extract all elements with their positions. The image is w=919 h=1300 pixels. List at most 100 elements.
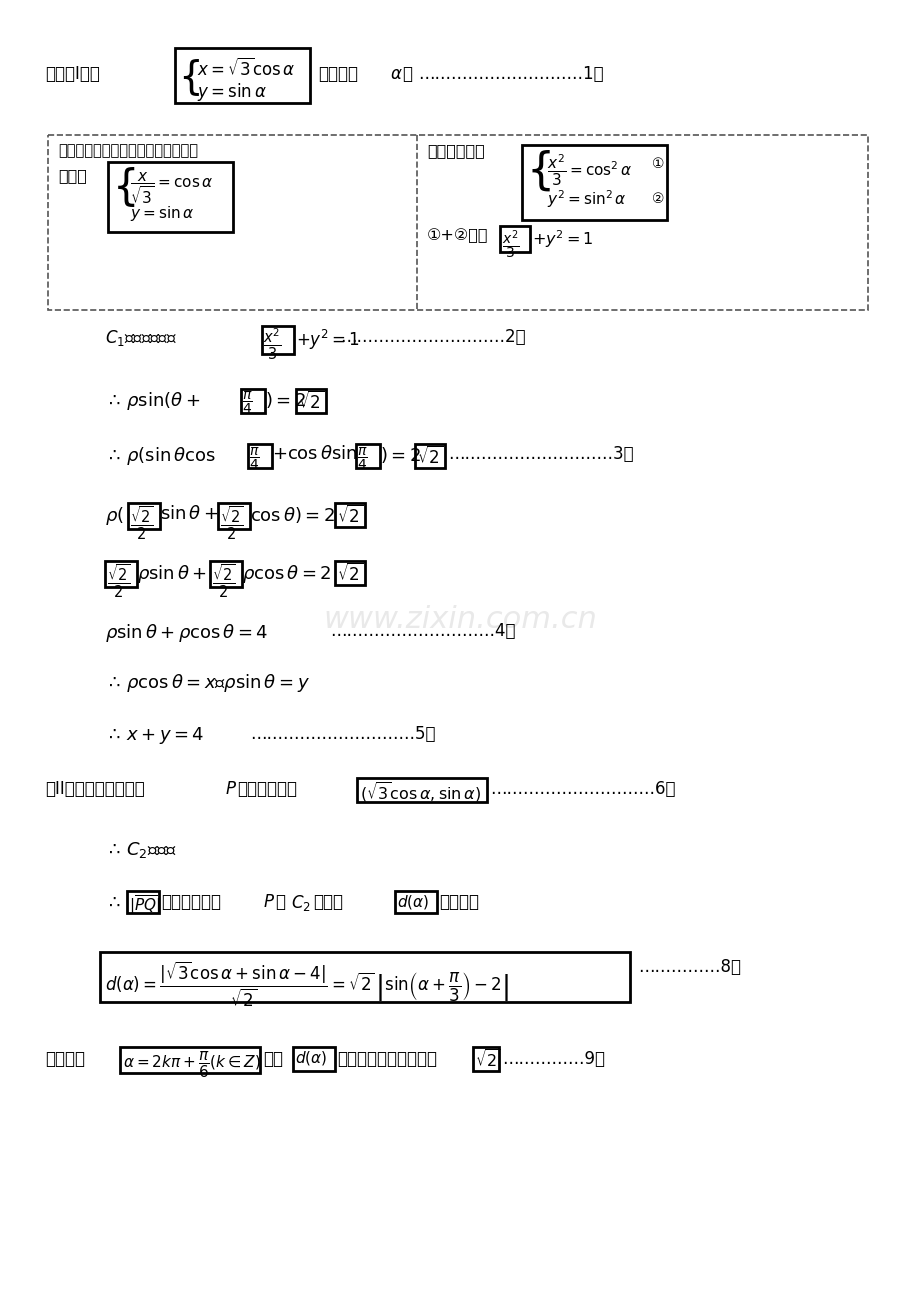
Text: $\dfrac{x}{\sqrt{3}}=\cos\alpha$: $\dfrac{x}{\sqrt{3}}=\cos\alpha$: [130, 170, 213, 205]
Bar: [499, 226, 529, 252]
Text: $\sqrt{2}$: $\sqrt{2}$: [416, 446, 443, 468]
Text: $\dfrac{x^2}{3}$: $\dfrac{x^2}{3}$: [502, 227, 519, 261]
Text: …………………………2分: …………………………2分: [340, 328, 525, 346]
Text: $\alpha=2k\pi+\dfrac{\pi}{6}(k\in Z)$: $\alpha=2k\pi+\dfrac{\pi}{6}(k\in Z)$: [123, 1050, 261, 1080]
Text: $\sin\theta+$: $\sin\theta+$: [160, 504, 218, 523]
Text: $)=2$: $)=2$: [380, 445, 420, 465]
Text: 解：（I）由: 解：（I）由: [45, 65, 100, 83]
Text: 的最小值: 的最小值: [438, 893, 479, 911]
Bar: [296, 389, 325, 413]
Bar: [48, 135, 867, 309]
Bar: [241, 389, 265, 413]
Text: 的直角坐标为: 的直角坐标为: [237, 780, 297, 798]
Bar: [356, 445, 380, 468]
Text: $\dfrac{\sqrt{2}}{2}$: $\dfrac{\sqrt{2}}{2}$: [107, 563, 130, 601]
Text: $\therefore\,x+y=4$: $\therefore\,x+y=4$: [105, 725, 204, 746]
Text: …………………………1分: …………………………1分: [417, 65, 603, 83]
Text: {: {: [113, 166, 140, 209]
Text: $y=\sin\alpha$: $y=\sin\alpha$: [197, 81, 267, 103]
Text: （II）由题意，可设点: （II）由题意，可设点: [45, 780, 144, 798]
Text: $\rho\sin\theta+\rho\cos\theta=4$: $\rho\sin\theta+\rho\cos\theta=4$: [105, 621, 268, 644]
Bar: [100, 952, 630, 1002]
Bar: [335, 562, 365, 585]
Text: 当且仅当: 当且仅当: [45, 1050, 85, 1069]
Text: $\sqrt{2}$: $\sqrt{2}$: [474, 1049, 500, 1071]
Text: $\rho\cos\theta=2$: $\rho\cos\theta=2$: [242, 563, 331, 585]
Text: $\therefore\,\rho(\sin\theta\cos$: $\therefore\,\rho(\sin\theta\cos$: [105, 445, 216, 467]
Text: $d(\alpha)=\dfrac{|\sqrt{3}\cos\alpha+\sin\alpha-4|}{\sqrt{2}}=\sqrt{2}\,\left|\: $d(\alpha)=\dfrac{|\sqrt{3}\cos\alpha+\s…: [105, 959, 508, 1009]
Bar: [108, 162, 233, 231]
Text: $x=\sqrt{3}\cos\alpha$: $x=\sqrt{3}\cos\alpha$: [197, 58, 295, 81]
Bar: [127, 891, 159, 913]
Text: …………………………5分: …………………………5分: [250, 725, 435, 744]
Text: $\dfrac{x^2}{3}$: $\dfrac{x^2}{3}$: [263, 328, 281, 363]
Text: 取得最小值，最小值为: 取得最小值，最小值为: [336, 1050, 437, 1069]
Text: www.zixin.com.cn: www.zixin.com.cn: [323, 606, 596, 634]
Bar: [210, 562, 242, 588]
Bar: [357, 777, 486, 802]
Text: ②: ②: [652, 192, 664, 205]
Text: ……………9分: ……………9分: [502, 1050, 605, 1069]
Text: $\therefore\,C_2$是直线: $\therefore\,C_2$是直线: [105, 840, 176, 861]
Text: $\dfrac{\sqrt{2}}{2}$: $\dfrac{\sqrt{2}}{2}$: [211, 563, 235, 601]
Bar: [472, 1046, 498, 1071]
Bar: [335, 503, 365, 526]
Text: …………………………3分: …………………………3分: [448, 445, 633, 463]
Text: $\dfrac{\pi}{4}$: $\dfrac{\pi}{4}$: [242, 390, 253, 416]
Text: 得: 得: [402, 65, 412, 83]
Bar: [394, 891, 437, 913]
Text: $y^2=\sin^2\alpha$: $y^2=\sin^2\alpha$: [547, 188, 626, 209]
Text: $(\sqrt{3}\cos\alpha,\sin\alpha)$: $(\sqrt{3}\cos\alpha,\sin\alpha)$: [359, 780, 481, 803]
Text: $d(\alpha)$: $d(\alpha)$: [397, 893, 429, 911]
Text: $\rho($: $\rho($: [105, 504, 124, 526]
Text: …………………………4分: …………………………4分: [330, 621, 515, 640]
Text: {: {: [177, 58, 202, 96]
Text: $\dfrac{\sqrt{2}}{2}$: $\dfrac{\sqrt{2}}{2}$: [130, 504, 153, 542]
Text: $)=2$: $)=2$: [265, 390, 305, 410]
Text: 的距离: 的距离: [312, 893, 343, 911]
Text: $P$: $P$: [263, 893, 275, 911]
Text: $\cos\theta)=2$: $\cos\theta)=2$: [250, 504, 335, 525]
Bar: [128, 503, 160, 529]
Text: $\therefore\,\rho\sin(\theta+$: $\therefore\,\rho\sin(\theta+$: [105, 390, 200, 412]
Text: $\therefore\,\rho\cos\theta=x$，$\rho\sin\theta=y$: $\therefore\,\rho\cos\theta=x$，$\rho\sin…: [105, 672, 310, 694]
Text: $\sqrt{2}$: $\sqrt{2}$: [336, 563, 363, 585]
Text: 消去参数: 消去参数: [318, 65, 357, 83]
Text: $d(\alpha)$: $d(\alpha)$: [295, 1049, 327, 1067]
Bar: [218, 503, 250, 529]
Bar: [105, 562, 137, 588]
Bar: [175, 48, 310, 103]
Text: $\dfrac{x^2}{3}=\cos^2\alpha$: $\dfrac{x^2}{3}=\cos^2\alpha$: [547, 153, 631, 188]
Text: 两边平方，得: 两边平方，得: [426, 143, 484, 159]
Text: ……………8分: ……………8分: [637, 958, 740, 976]
Text: $+\cos\theta\sin$: $+\cos\theta\sin$: [272, 445, 357, 463]
Text: $\sqrt{2}$: $\sqrt{2}$: [336, 504, 363, 526]
Bar: [262, 326, 294, 354]
Text: $|\overline{PQ}|$: $|\overline{PQ}|$: [129, 893, 160, 916]
Text: $\dfrac{\pi}{4}$: $\dfrac{\pi}{4}$: [357, 446, 368, 472]
Text: $\dfrac{\sqrt{2}}{2}$: $\dfrac{\sqrt{2}}{2}$: [220, 504, 244, 542]
Text: 的最小值即为: 的最小值即为: [161, 893, 221, 911]
Text: $C_1$的普通方程为: $C_1$的普通方程为: [105, 328, 176, 348]
Text: $P$: $P$: [225, 780, 237, 798]
Bar: [414, 445, 445, 468]
Text: $y=\sin\alpha$: $y=\sin\alpha$: [130, 204, 194, 224]
Text: $+y^2=1$: $+y^2=1$: [531, 227, 593, 250]
Text: 时，: 时，: [263, 1050, 283, 1069]
Text: $\therefore\,$: $\therefore\,$: [105, 893, 120, 911]
Text: （此处为消参的计算过程，可省略）: （此处为消参的计算过程，可省略）: [58, 143, 198, 159]
Text: $+y^2=1$: $+y^2=1$: [296, 328, 359, 352]
Bar: [292, 1046, 335, 1071]
Text: 到: 到: [275, 893, 285, 911]
Text: …………………………6分: …………………………6分: [490, 780, 675, 798]
Bar: [521, 146, 666, 220]
Text: {: {: [527, 150, 555, 192]
Text: $\alpha$: $\alpha$: [390, 65, 403, 83]
Bar: [119, 1046, 260, 1072]
Text: $C_2$: $C_2$: [290, 893, 311, 913]
Bar: [248, 445, 272, 468]
Text: $\sqrt{2}$: $\sqrt{2}$: [298, 391, 324, 413]
Text: ①: ①: [652, 157, 664, 172]
Text: 变形得: 变形得: [58, 168, 86, 183]
Text: $\rho\sin\theta+$: $\rho\sin\theta+$: [137, 563, 207, 585]
